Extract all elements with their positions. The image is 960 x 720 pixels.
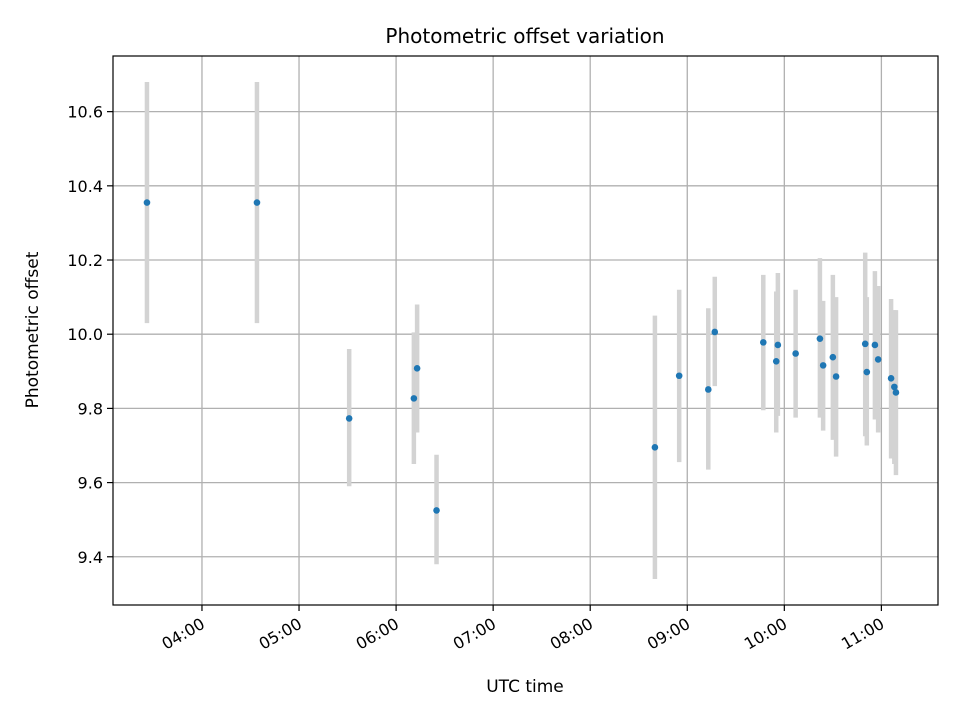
data-point xyxy=(871,341,879,349)
data-point xyxy=(829,353,837,361)
data-point xyxy=(774,341,782,349)
data-point xyxy=(711,328,719,336)
y-tick-label: 9.4 xyxy=(78,548,103,567)
data-point xyxy=(413,365,421,372)
y-tick-label: 10.6 xyxy=(67,103,103,122)
data-point xyxy=(759,339,767,346)
y-tick-label: 9.6 xyxy=(78,474,103,493)
data-point xyxy=(861,340,869,348)
data-point xyxy=(863,368,871,376)
data-points xyxy=(143,199,900,514)
data-point xyxy=(651,444,659,451)
data-point xyxy=(874,356,882,363)
data-point xyxy=(816,335,824,342)
data-point xyxy=(819,362,827,369)
x-axis-label: UTC time xyxy=(486,677,564,697)
data-point xyxy=(675,372,683,380)
chart-title: Photometric offset variation xyxy=(385,24,664,48)
data-point xyxy=(772,357,780,365)
data-point xyxy=(887,375,895,382)
y-tick-label: 10.4 xyxy=(67,177,103,196)
data-point xyxy=(345,415,353,422)
data-point xyxy=(832,373,840,380)
y-axis-label: Photometric offset xyxy=(23,251,43,408)
data-point xyxy=(253,199,261,206)
y-tick-label: 10.2 xyxy=(67,251,103,270)
data-point xyxy=(704,386,712,393)
plot-frame xyxy=(112,55,939,606)
data-point xyxy=(433,507,440,514)
data-point xyxy=(892,389,900,396)
y-tick-label: 9.8 xyxy=(78,399,103,418)
data-point xyxy=(891,383,898,391)
grid-lines xyxy=(113,56,938,605)
data-point xyxy=(792,350,799,357)
data-point xyxy=(143,199,151,206)
y-tick-label: 10.0 xyxy=(67,325,103,344)
data-point xyxy=(410,395,418,402)
